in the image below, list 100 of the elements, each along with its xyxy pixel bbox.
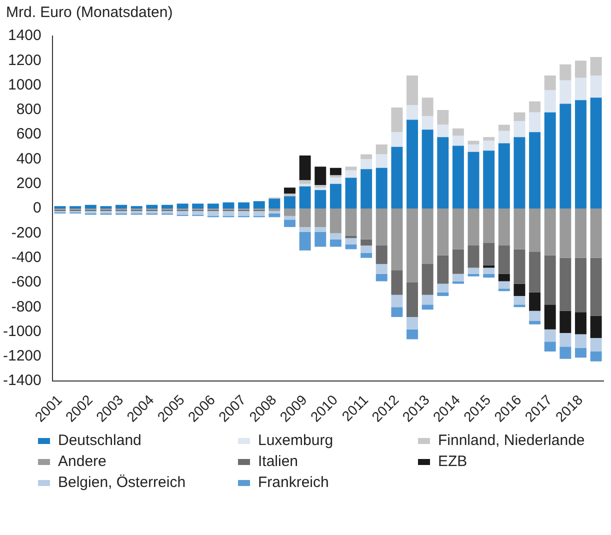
bar [574, 312, 586, 334]
bar [406, 317, 418, 330]
bar [406, 105, 418, 120]
bar [376, 274, 388, 282]
bar [422, 130, 434, 209]
bar [299, 227, 311, 232]
bar [146, 204, 158, 209]
bar [437, 124, 449, 138]
legend-label: Finnland, Niederlande [438, 432, 585, 449]
bar [483, 265, 495, 268]
bar [176, 211, 188, 215]
bar [345, 238, 357, 244]
bar [360, 252, 372, 258]
bar [360, 208, 372, 240]
bar [422, 98, 434, 116]
bar [391, 107, 403, 132]
bar [130, 206, 142, 209]
bar [498, 281, 510, 289]
bar [268, 208, 280, 212]
bar [330, 168, 342, 176]
bar [574, 78, 586, 100]
bar [268, 198, 280, 209]
bar [406, 120, 418, 209]
y-tick-label: 1000 [8, 76, 42, 94]
bar [437, 284, 449, 292]
bar [222, 211, 234, 216]
bar [574, 258, 586, 312]
bar [452, 274, 464, 282]
bar [590, 56, 602, 76]
bar [560, 346, 572, 359]
bar [422, 208, 434, 264]
bar [391, 208, 403, 270]
bar [376, 264, 388, 274]
bar [590, 338, 602, 352]
bar [406, 329, 418, 340]
bar [483, 150, 495, 209]
bar [560, 333, 572, 347]
y-tick-label: -600 [11, 274, 42, 291]
bar [483, 274, 495, 278]
y-tick-label: -1000 [2, 322, 42, 340]
bar [574, 60, 586, 78]
bar [192, 204, 204, 209]
bar [452, 128, 464, 136]
bar [345, 166, 357, 170]
y-tick-label: 200 [16, 175, 42, 192]
bar [529, 292, 541, 311]
bar [468, 246, 480, 268]
y-tick-label: -800 [11, 298, 42, 316]
bar [161, 204, 173, 209]
bar [222, 202, 234, 209]
bar [376, 168, 388, 209]
bar [299, 180, 311, 184]
bar [345, 208, 357, 236]
bar [529, 310, 541, 321]
bar [253, 211, 265, 216]
bar [376, 154, 388, 168]
bar [238, 202, 250, 209]
bar [314, 227, 326, 232]
bar [483, 268, 495, 274]
bar [483, 137, 495, 141]
bar [330, 233, 342, 240]
y-tick-label: 800 [16, 101, 42, 118]
bar [452, 146, 464, 209]
y-tick-label: -400 [11, 248, 42, 266]
bar [299, 156, 311, 180]
y-tick-label: 400 [16, 150, 42, 168]
bar [468, 268, 480, 274]
bar [345, 236, 357, 238]
bar [284, 196, 296, 209]
bar [574, 208, 586, 258]
bar [437, 110, 449, 125]
bar [299, 184, 311, 186]
bar [284, 216, 296, 220]
bar [560, 64, 572, 80]
bar [437, 208, 449, 256]
bar [360, 159, 372, 170]
bar [498, 288, 510, 292]
bar [544, 342, 556, 352]
bar [514, 249, 526, 284]
bar [514, 121, 526, 138]
bar [314, 188, 326, 190]
legend-label: Deutschland [58, 432, 142, 449]
bar [514, 137, 526, 209]
bar [345, 178, 357, 209]
bar [330, 178, 342, 184]
bar [560, 80, 572, 104]
bar [468, 140, 480, 144]
bar [468, 208, 480, 246]
bar [498, 130, 510, 144]
bar [514, 112, 526, 122]
bar [314, 166, 326, 186]
bar [468, 274, 480, 276]
bar [422, 264, 434, 295]
bar [299, 208, 311, 228]
bar [330, 239, 342, 247]
bar [452, 208, 464, 250]
bar [574, 334, 586, 348]
bar [176, 204, 188, 209]
bar [360, 246, 372, 253]
bar [253, 201, 265, 209]
